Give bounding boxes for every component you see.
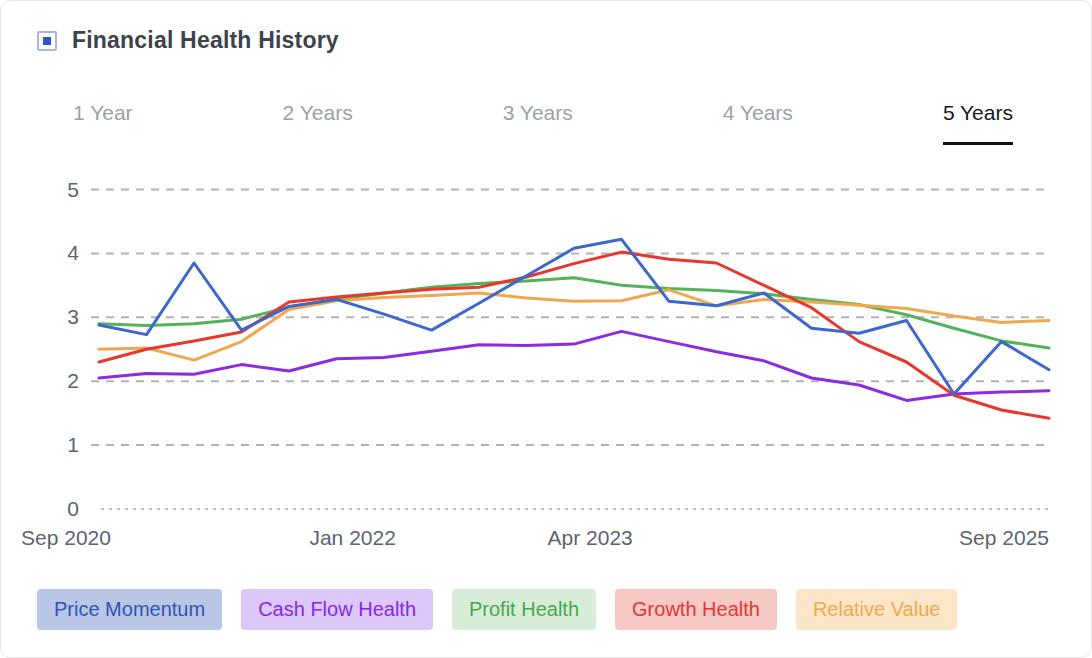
legend-badge-price-momentum[interactable]: Price Momentum — [37, 589, 222, 630]
framed-square-icon — [37, 31, 57, 51]
legend-badge-cash-flow-health[interactable]: Cash Flow Health — [241, 589, 433, 630]
series-line-profit-health — [99, 278, 1049, 348]
framed-square-icon-inner — [43, 37, 51, 45]
x-tick-label-1: Jan 2022 — [309, 526, 395, 549]
x-tick-label-2: Apr 2023 — [548, 526, 633, 549]
y-tick-label-0: 0 — [67, 497, 79, 520]
legend-badge-growth-health[interactable]: Growth Health — [615, 589, 777, 630]
financial-health-card: Financial Health History 1 Year 2 Years … — [0, 0, 1092, 658]
page-title: Financial Health History — [72, 27, 339, 54]
y-tick-label-2: 2 — [67, 369, 79, 392]
tab-5-years[interactable]: 5 Years — [943, 101, 1013, 145]
tab-4-years[interactable]: 4 Years — [723, 101, 793, 145]
legend-badge-profit-health[interactable]: Profit Health — [452, 589, 596, 630]
chart-legend: Price Momentum Cash Flow Health Profit Hea… — [37, 589, 957, 630]
x-tick-label-0: Sep 2020 — [21, 526, 111, 549]
x-tick-label-3: Sep 2025 — [959, 526, 1049, 549]
y-tick-label-1: 1 — [67, 433, 79, 456]
card-header: Financial Health History — [37, 27, 339, 54]
series-line-relative-value — [99, 290, 1049, 360]
legend-badge-relative-value[interactable]: Relative Value — [796, 589, 957, 630]
tab-2-years[interactable]: 2 Years — [283, 101, 353, 145]
line-chart: 0 1 2 3 4 5 Sep 2020 Jan 2022 Apr 2023 Sep 2025 — [1, 171, 1092, 571]
period-tabs: 1 Year 2 Years 3 Years 4 Years 5 Years — [73, 101, 1013, 145]
tab-3-years[interactable]: 3 Years — [503, 101, 573, 145]
y-tick-label-4: 4 — [67, 241, 79, 264]
y-tick-label-3: 3 — [67, 305, 79, 328]
y-tick-label-5: 5 — [67, 178, 79, 201]
tab-1-year[interactable]: 1 Year — [73, 101, 133, 145]
